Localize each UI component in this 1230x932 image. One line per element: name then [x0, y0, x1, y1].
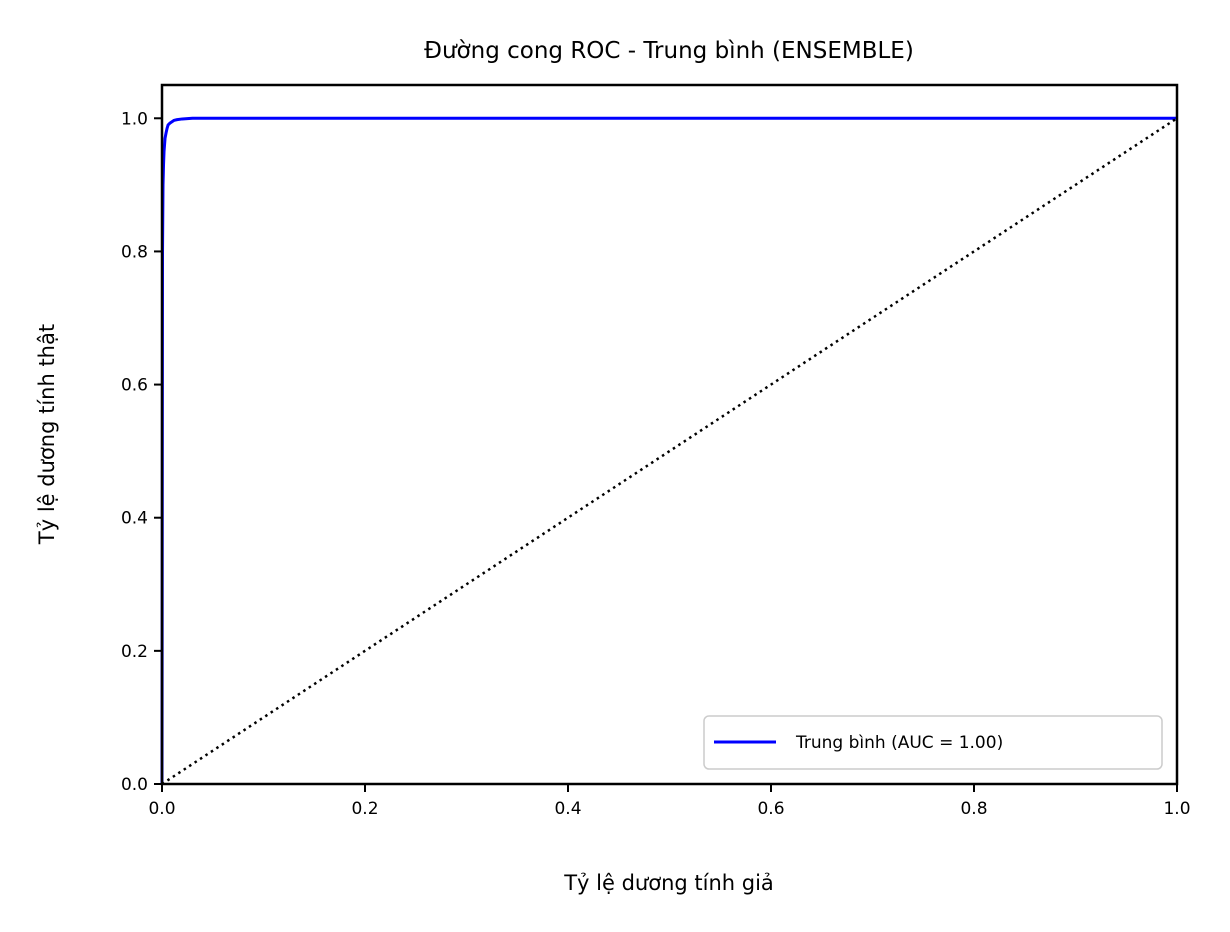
series-layer — [160, 116, 1178, 786]
y-axis-ticks: 0.0 0.2 0.4 0.6 0.8 1.0 — [121, 109, 162, 795]
x-axis-ticks: 0.0 0.2 0.4 0.6 0.8 1.0 — [148, 784, 1191, 819]
x-tick-label: 1.0 — [1163, 799, 1190, 819]
x-tick-label: 0.0 — [148, 799, 175, 819]
y-axis-title: Tỷ lệ dương tính thật — [35, 324, 59, 545]
y-tick-label: 0.2 — [121, 642, 148, 662]
chart-title: Đường cong ROC - Trung bình (ENSEMBLE) — [424, 38, 914, 64]
roc-curve-line-0 — [160, 116, 1177, 785]
y-tick-label: 0.8 — [121, 242, 148, 262]
x-tick-label: 0.2 — [351, 799, 378, 819]
x-tick-label: 0.8 — [960, 799, 987, 819]
y-tick-label: 1.0 — [121, 109, 148, 129]
y-tick-label: 0.4 — [121, 509, 148, 529]
chance-diagonal-line — [161, 117, 1178, 786]
y-tick-label: 0.6 — [121, 376, 148, 396]
x-tick-label: 0.4 — [554, 799, 581, 819]
plot-frame — [160, 83, 1179, 786]
legend: Trung bình (AUC = 1.00) — [703, 715, 1163, 770]
x-tick-label: 0.6 — [757, 799, 784, 819]
x-axis-title: Tỷ lệ dương tính giả — [563, 871, 774, 895]
legend-box — [703, 715, 1163, 770]
y-tick-label: 0.0 — [121, 775, 148, 795]
legend-label: Trung bình (AUC = 1.00) — [795, 733, 1003, 753]
